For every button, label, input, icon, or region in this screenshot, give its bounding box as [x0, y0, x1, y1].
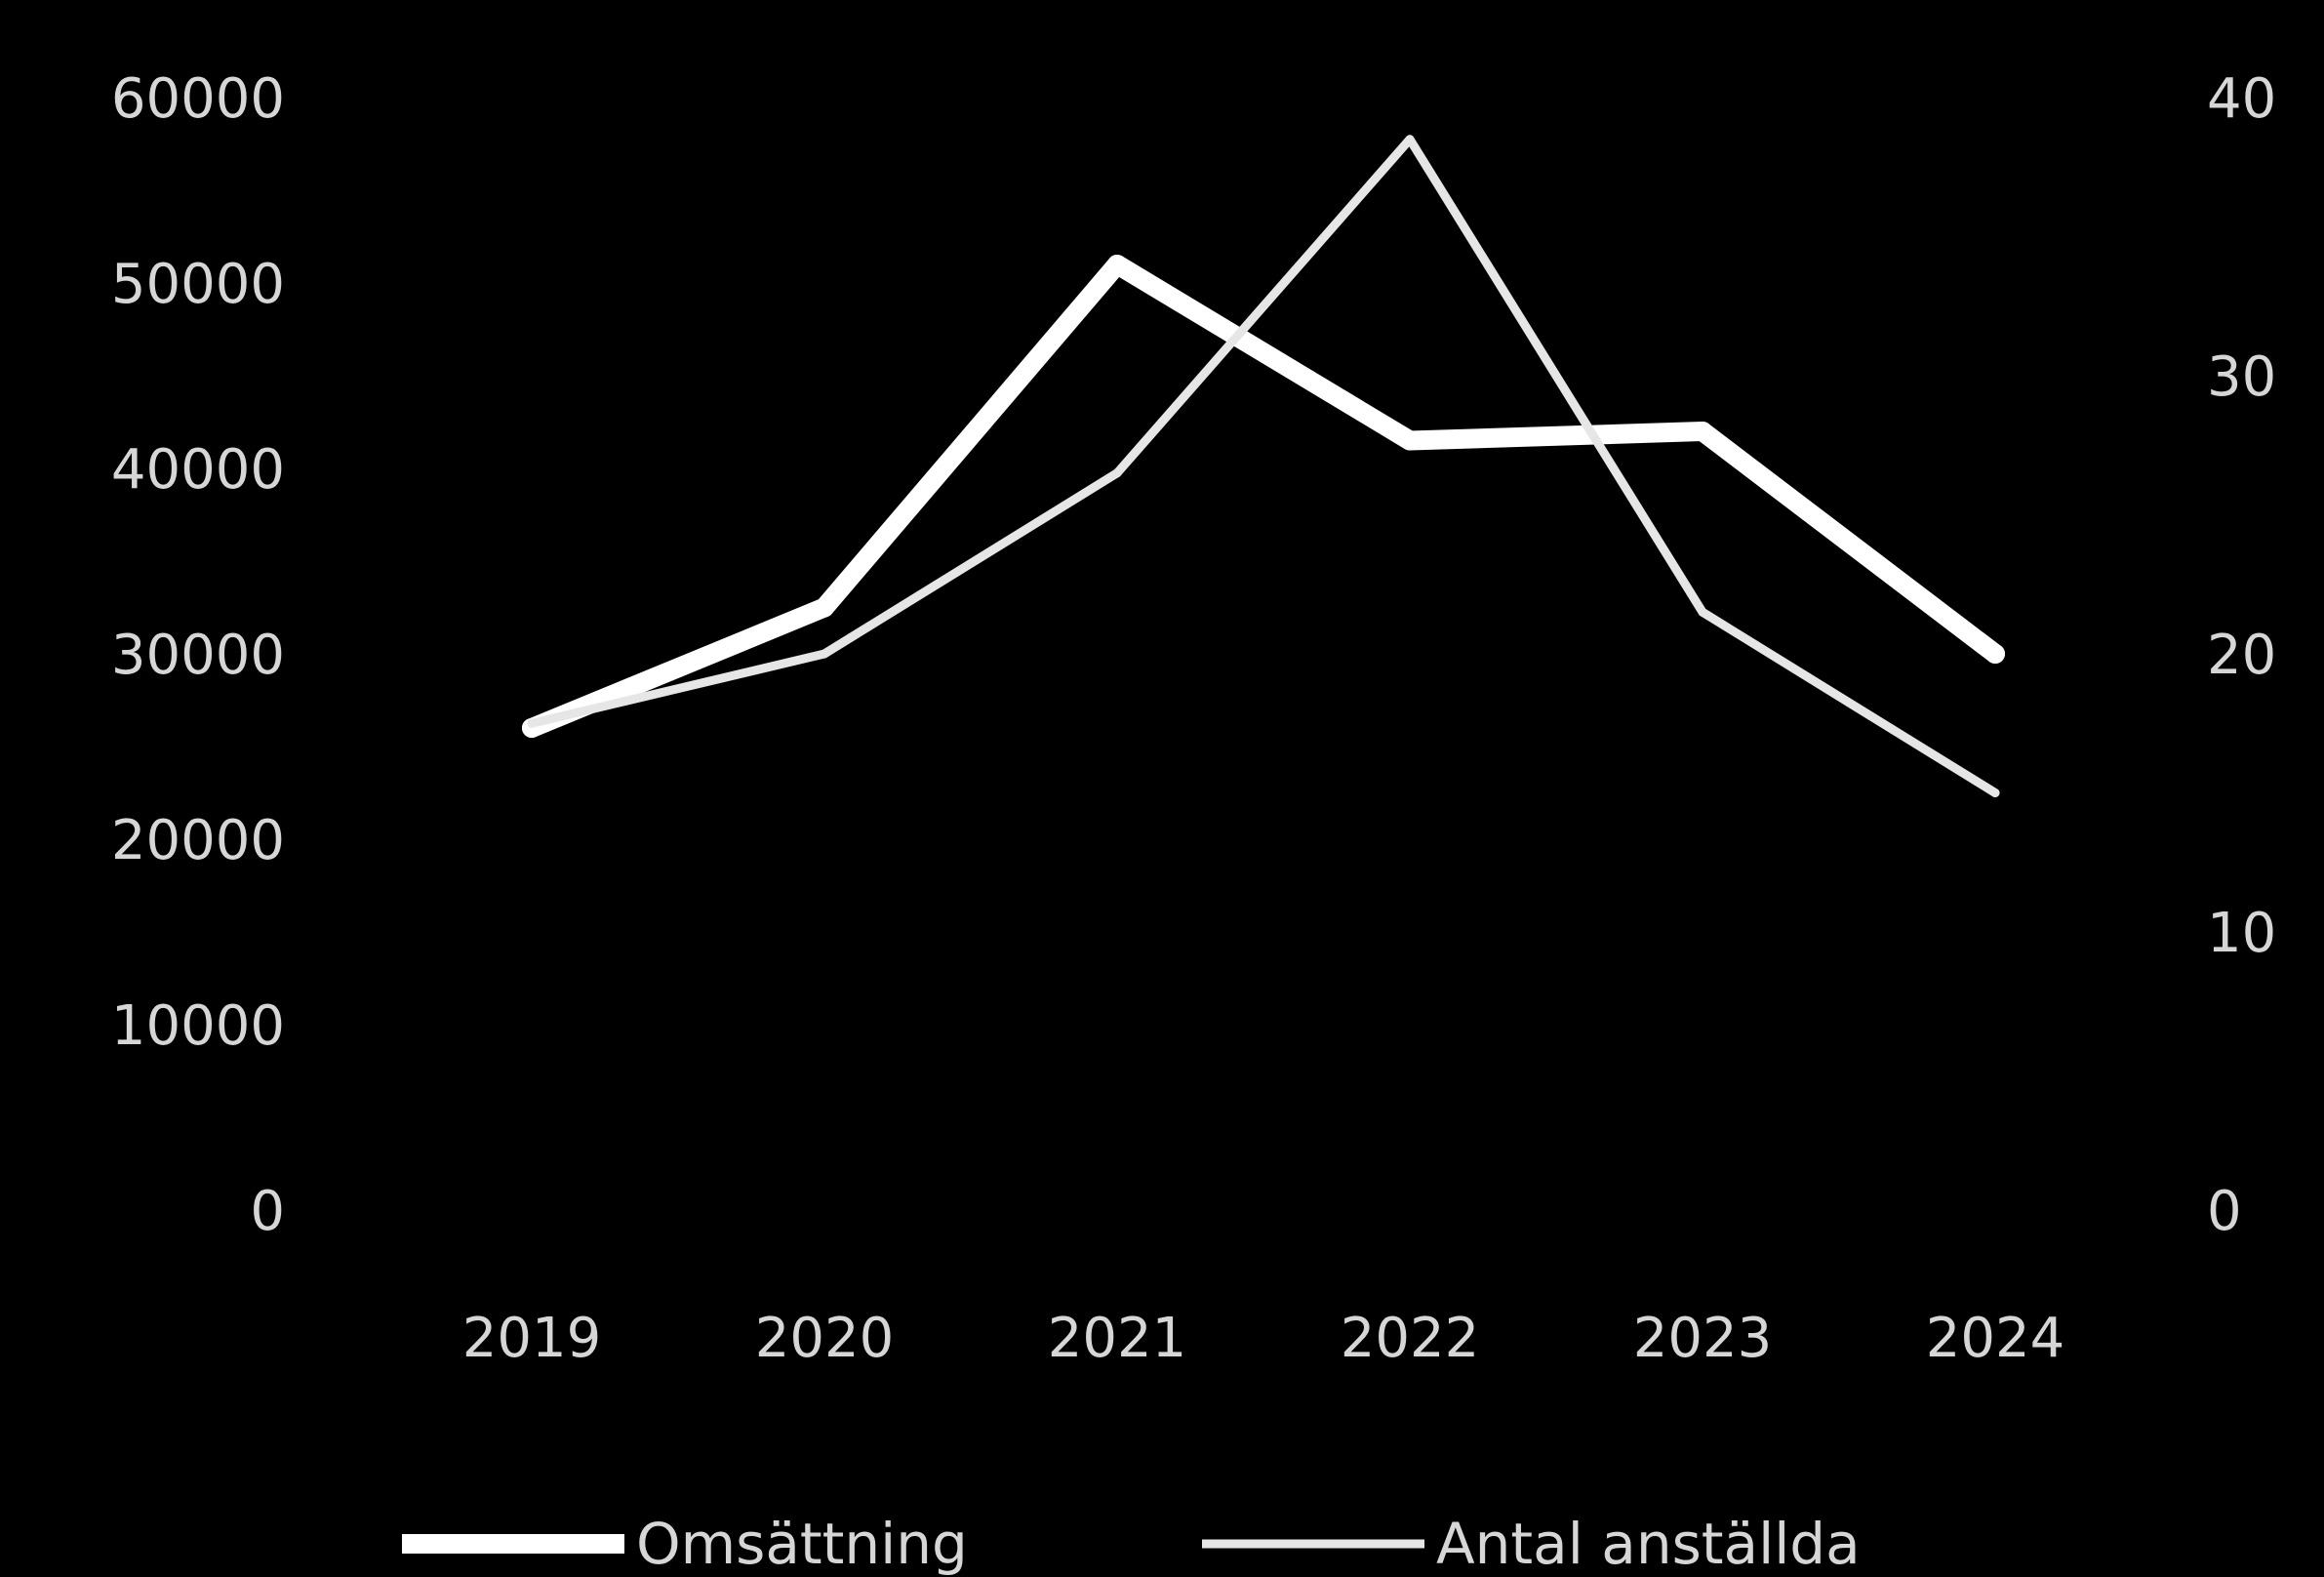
- left-tick-label-0: 0: [250, 1180, 285, 1243]
- series-1-point-3: [1405, 135, 1415, 144]
- x-tick-label-4: 2023: [1633, 1307, 1773, 1370]
- series-1-point-0: [527, 718, 537, 728]
- series-0-point-2: [1107, 255, 1127, 274]
- x-axis: 2019 2020 2021 2022 2023 2024: [462, 1307, 2065, 1370]
- right-y-axis: 0 10 20 30 40: [2207, 67, 2276, 1243]
- series-0-point-5: [1985, 644, 2005, 664]
- series-line-1: [527, 135, 2000, 797]
- plot-area: [522, 135, 2005, 797]
- left-tick-label-5: 50000: [111, 253, 285, 316]
- x-tick-label-0: 2019: [462, 1307, 602, 1370]
- right-tick-label-2: 20: [2207, 624, 2276, 687]
- left-tick-label-4: 40000: [111, 438, 285, 502]
- left-y-axis: 0 10000 20000 30000 40000 50000 60000: [111, 67, 285, 1243]
- legend: Omsättning Antal anställda: [402, 1511, 1861, 1577]
- right-tick-label-1: 10: [2207, 902, 2276, 965]
- left-tick-label-2: 20000: [111, 809, 285, 872]
- x-tick-label-2: 2021: [1048, 1307, 1187, 1370]
- series-1-point-4: [1698, 607, 1707, 617]
- series-0-point-3: [1400, 430, 1420, 451]
- series-0-point-4: [1693, 422, 1712, 441]
- right-tick-label-3: 30: [2207, 345, 2276, 409]
- x-tick-label-1: 2020: [755, 1307, 895, 1370]
- series-0-point-1: [815, 597, 834, 618]
- legend-label-1: Antal anställda: [1436, 1511, 1861, 1577]
- series-1-point-1: [820, 649, 829, 659]
- series-1-point-2: [1112, 468, 1122, 478]
- legend-label-0: Omsättning: [636, 1511, 968, 1577]
- series-1-point-5: [1990, 788, 2000, 797]
- left-tick-label-6: 60000: [111, 67, 285, 131]
- x-tick-label-3: 2022: [1341, 1307, 1480, 1370]
- right-tick-label-4: 40: [2207, 67, 2276, 131]
- series-line-0: [522, 255, 2005, 738]
- left-tick-label-3: 30000: [111, 624, 285, 687]
- x-tick-label-5: 2024: [1926, 1307, 2065, 1370]
- right-tick-label-0: 0: [2207, 1180, 2242, 1243]
- left-tick-label-1: 10000: [111, 994, 285, 1058]
